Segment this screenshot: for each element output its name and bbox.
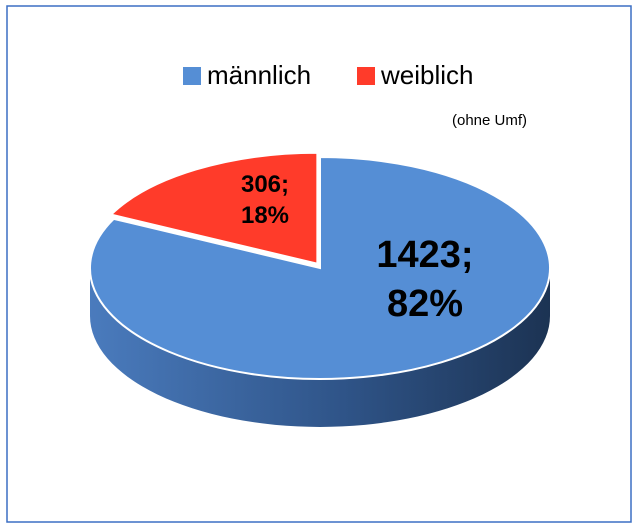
annotation: (ohne Umf)	[452, 112, 527, 129]
legend-swatch	[357, 67, 375, 85]
legend-swatch	[183, 67, 201, 85]
pie-side	[90, 268, 550, 427]
data-label: 1423; 82%	[376, 233, 474, 325]
legend-label: männlich	[207, 60, 311, 90]
legend-label: weiblich	[380, 60, 474, 90]
pie-slice	[89, 155, 551, 380]
pie-slice	[109, 151, 319, 266]
data-label: 306; 18%	[240, 170, 290, 229]
